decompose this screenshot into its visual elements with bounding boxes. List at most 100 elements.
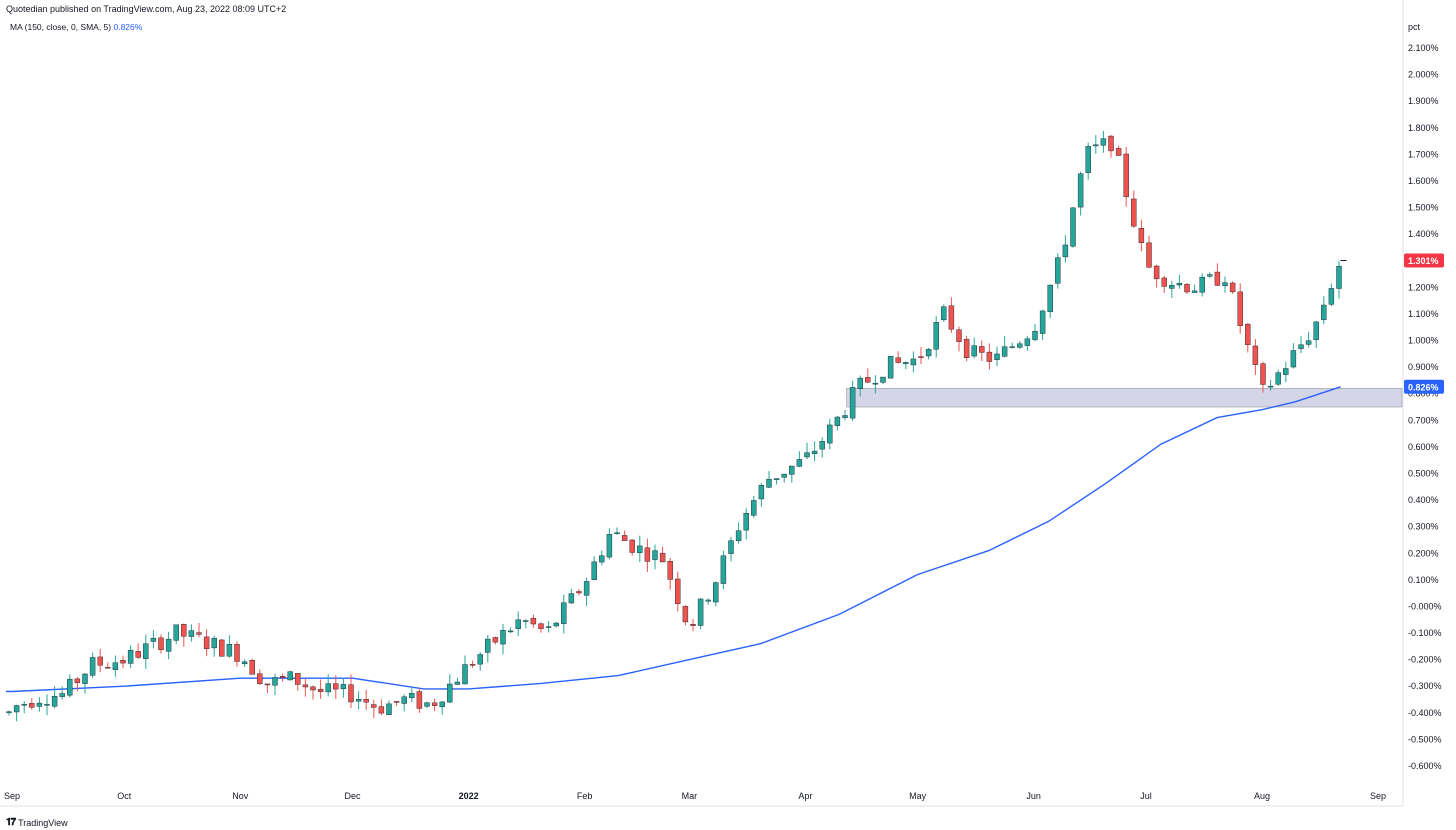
candle-body [120, 660, 126, 664]
time-tick-label: Jul [1140, 791, 1152, 801]
candle-down [530, 614, 537, 628]
candle-up [720, 550, 727, 590]
candle-body [545, 626, 552, 628]
candle-body [811, 450, 818, 454]
candle-up [545, 620, 552, 633]
candle-down [1184, 283, 1190, 294]
candle-up [454, 677, 461, 685]
candle-body [705, 599, 711, 602]
candle-down [865, 368, 871, 384]
candle-up [1093, 135, 1099, 154]
candle-body [82, 673, 88, 684]
candle-up [1313, 320, 1319, 348]
candle-down [393, 701, 400, 706]
support-zone [846, 388, 1403, 408]
candle-up [971, 337, 977, 359]
candle-up [728, 536, 734, 562]
candle-up [401, 694, 407, 712]
candle-body [234, 644, 240, 662]
candle-up [834, 416, 841, 431]
candle-body [226, 644, 233, 657]
candle-body [36, 702, 43, 707]
candle-body [971, 345, 977, 357]
candle-up [796, 451, 803, 468]
candle-body [1222, 282, 1228, 287]
candle-body [257, 673, 263, 684]
candle-body [143, 643, 149, 659]
candle-body [675, 578, 681, 604]
candle-body [1237, 291, 1243, 326]
indicator-label: MA (150, close, 0, SMA, 5) [10, 22, 112, 32]
candle-body [424, 702, 430, 707]
candle-body [249, 660, 255, 675]
price-tick-label: 1.600% [1408, 176, 1439, 186]
candle-body [842, 415, 848, 418]
candle-body [523, 620, 529, 622]
candle-body [1115, 148, 1122, 156]
candle-body [1321, 304, 1327, 320]
price-tick-label: 1.200% [1408, 282, 1439, 292]
candle-body [59, 693, 65, 697]
candle-down [181, 623, 187, 647]
candle-body [1047, 284, 1053, 313]
candle-body [1070, 207, 1076, 247]
candle-up [583, 577, 590, 606]
candle-up [340, 677, 347, 698]
candle-body [1169, 285, 1175, 289]
candle-up [1062, 235, 1069, 263]
candle-body [568, 593, 575, 604]
price-badges: 1.301% 0.826% [1404, 253, 1444, 394]
candle-up [82, 673, 88, 694]
candle-down [492, 636, 499, 645]
candle-body [219, 639, 225, 657]
candle-body [682, 606, 689, 623]
candle-body [827, 424, 833, 444]
candle-down [1237, 283, 1243, 334]
candle-body [1305, 340, 1312, 345]
candle-body [599, 555, 605, 563]
candle-body [751, 500, 757, 516]
candle-down [234, 641, 240, 667]
candle-body [781, 473, 787, 478]
candle-down [621, 530, 628, 541]
candle-down [1146, 235, 1152, 269]
candle-up [827, 418, 833, 450]
price-tick-label: -0.100% [1408, 628, 1442, 638]
candle-down [659, 546, 666, 563]
candle-body [447, 683, 453, 703]
candle-up [1024, 335, 1031, 351]
candle-up [880, 376, 886, 385]
candle-down [576, 588, 582, 596]
candle-body [925, 349, 932, 357]
price-tick-label: 0.600% [1408, 442, 1439, 452]
candle-up [1085, 142, 1091, 180]
candle-body [561, 602, 567, 624]
candle-up [1047, 284, 1053, 319]
moving-average-layer [6, 386, 1341, 693]
candle-up [409, 686, 415, 703]
candle-down [1131, 190, 1137, 228]
candle-body [1176, 282, 1183, 286]
time-tick-label: Jun [1026, 791, 1041, 801]
candle-body [1093, 144, 1099, 147]
candle-body [1032, 331, 1038, 340]
indicator-legend[interactable]: MA (150, close, 0, SMA, 5) 0.826% [10, 22, 142, 32]
candle-body [127, 649, 134, 664]
price-tick-label: -0.300% [1408, 681, 1442, 691]
time-tick-label: Aug [1254, 791, 1270, 801]
footer-brand[interactable]: 𝟏𝟕 TradingView [6, 817, 68, 828]
candle-down [1245, 323, 1251, 353]
candle-up [386, 700, 392, 715]
candle-body [1260, 363, 1266, 385]
time-tick-label: Sep [4, 791, 20, 801]
candle-body [1252, 345, 1259, 365]
candle-up [910, 351, 917, 373]
candle-up [59, 686, 65, 700]
candle-up [1017, 341, 1023, 350]
time-axis: Sep Oct Nov Dec 2022 Feb Mar Apr May Jun Jul Aug Sep [0, 791, 1403, 807]
last-price-badge: 1.301% [1404, 253, 1444, 268]
candle-body [849, 387, 856, 419]
time-tick-label: Feb [577, 791, 593, 801]
candle-body [1085, 146, 1091, 173]
